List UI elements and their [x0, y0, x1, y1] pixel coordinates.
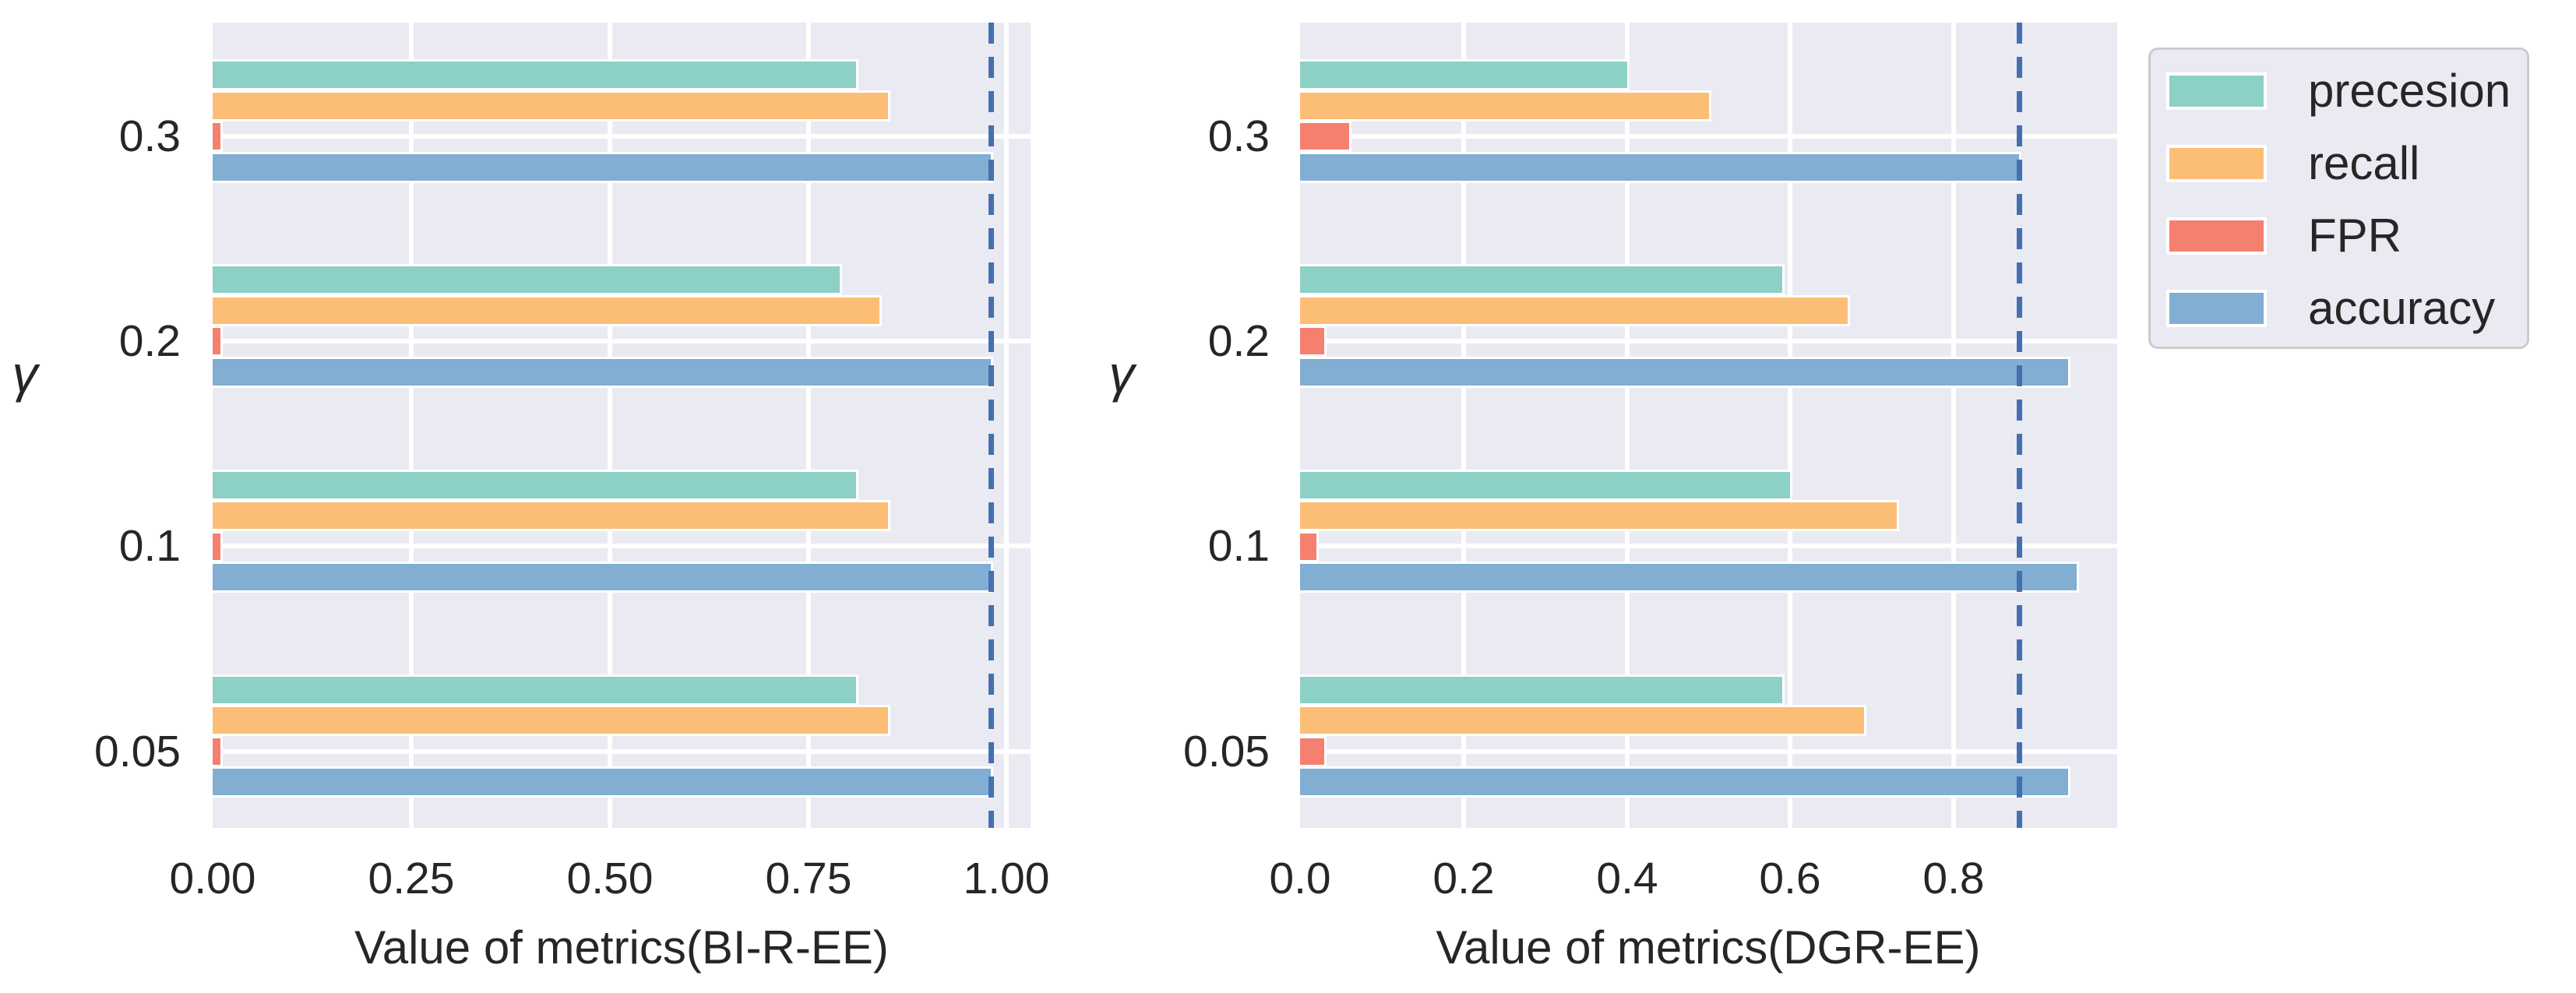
- gridline: [1300, 339, 2117, 343]
- bar-precesion-gamma-0.3: [213, 59, 858, 90]
- bar-accuracy-gamma-0.05: [213, 766, 993, 798]
- bar-FPR-gamma-0.1: [1300, 531, 1319, 562]
- bar-FPR-gamma-0.2: [213, 326, 223, 357]
- gridline: [1300, 749, 2117, 754]
- bar-precesion-gamma-0.2: [213, 264, 842, 295]
- bar-recall-gamma-0.2: [1300, 295, 1850, 326]
- gridline: [213, 544, 1031, 548]
- bar-FPR-gamma-0.3: [213, 121, 223, 152]
- bar-recall-gamma-0.05: [1300, 705, 1866, 736]
- bar-precesion-gamma-0.1: [213, 470, 858, 501]
- bar-recall-gamma-0.1: [213, 500, 890, 531]
- y-tick-label: 0.05: [94, 727, 181, 776]
- bar-recall-gamma-0.1: [1300, 500, 1899, 531]
- x-tick-label: 0.8: [1922, 854, 1985, 903]
- bar-FPR-gamma-0.1: [213, 531, 223, 562]
- plot-area: [1300, 23, 2117, 828]
- y-tick-label: 0.3: [118, 111, 181, 161]
- y-tick-label: 0.2: [118, 316, 181, 366]
- y-tick-label: 0.2: [1207, 316, 1270, 366]
- reference-line: [2017, 23, 2022, 828]
- bar-FPR-gamma-0.05: [1300, 736, 1327, 767]
- bar-FPR-gamma-0.2: [1300, 326, 1327, 357]
- y-axis-label-gamma-right: γ: [1108, 345, 1135, 403]
- y-tick-label: 0.1: [1207, 521, 1270, 571]
- y-tick-label: 0.3: [1207, 111, 1270, 161]
- bar-precesion-gamma-0.3: [1300, 59, 1630, 90]
- gridline: [1300, 134, 2117, 139]
- reference-line: [988, 23, 994, 828]
- bar-accuracy-gamma-0.1: [1300, 562, 2079, 593]
- bar-FPR-gamma-0.3: [1300, 121, 1351, 152]
- x-axis-label-dgr-ee: Value of metrics(DGR-EE): [1436, 921, 1981, 974]
- gridline: [213, 749, 1031, 754]
- gridline: [806, 23, 811, 828]
- x-tick-label: 0.4: [1596, 854, 1658, 903]
- y-tick-label: 0.05: [1183, 727, 1270, 776]
- bar-precesion-gamma-0.1: [1300, 470, 1792, 501]
- legend-label: precesion: [2308, 65, 2511, 117]
- gridline: [608, 23, 612, 828]
- legend-label: accuracy: [2308, 282, 2496, 334]
- bar-recall-gamma-0.3: [1300, 90, 1711, 121]
- bar-recall-gamma-0.2: [213, 295, 882, 326]
- bar-accuracy-gamma-0.2: [1300, 357, 2070, 388]
- bar-precesion-gamma-0.2: [1300, 264, 1785, 295]
- bar-accuracy-gamma-0.05: [1300, 766, 2070, 798]
- bar-accuracy-gamma-0.2: [213, 357, 993, 388]
- gridline: [1951, 23, 1956, 828]
- gridline: [1461, 23, 1466, 828]
- x-tick-label: 0.25: [368, 854, 455, 903]
- bar-accuracy-gamma-0.3: [1300, 152, 2021, 183]
- gridline: [1788, 23, 1792, 828]
- fpr-swatch-icon: [2166, 217, 2267, 255]
- gridline: [213, 134, 1031, 139]
- x-tick-label: 0.6: [1759, 854, 1821, 903]
- y-axis-label-gamma-left: γ: [12, 345, 38, 403]
- gridline: [213, 339, 1031, 343]
- recall-swatch-icon: [2166, 145, 2267, 182]
- bar-accuracy-gamma-0.1: [213, 562, 993, 593]
- bar-FPR-gamma-0.05: [213, 736, 223, 767]
- x-tick-label: 0.2: [1432, 854, 1495, 903]
- gridline: [1004, 23, 1009, 828]
- x-tick-label: 0.50: [566, 854, 654, 903]
- x-tick-label: 1.00: [963, 854, 1050, 903]
- bar-accuracy-gamma-0.3: [213, 152, 993, 183]
- gridline: [1300, 544, 2117, 548]
- x-tick-label: 0.0: [1269, 854, 1331, 903]
- precesion-swatch-icon: [2166, 72, 2267, 110]
- legend-label: FPR: [2308, 210, 2402, 262]
- x-tick-label: 0.75: [765, 854, 852, 903]
- x-axis-label-bi-r-ee: Value of metrics(BI-R-EE): [354, 921, 889, 974]
- gridline: [1625, 23, 1630, 828]
- x-tick-label: 0.00: [169, 854, 256, 903]
- legend-label: recall: [2308, 137, 2420, 189]
- plot-area: [213, 23, 1031, 828]
- legend: precesion recall FPR accuracy: [2148, 48, 2529, 349]
- bar-recall-gamma-0.3: [213, 90, 890, 121]
- bar-precesion-gamma-0.05: [213, 674, 858, 706]
- gridline: [409, 23, 414, 828]
- y-tick-label: 0.1: [118, 521, 181, 571]
- bar-precesion-gamma-0.05: [1300, 674, 1785, 706]
- bar-recall-gamma-0.05: [213, 705, 890, 736]
- accuracy-swatch-icon: [2166, 290, 2267, 327]
